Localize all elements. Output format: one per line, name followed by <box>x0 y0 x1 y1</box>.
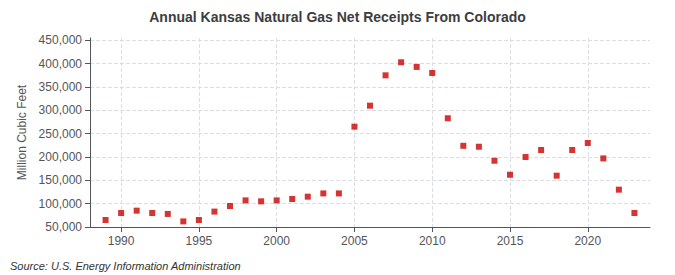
svg-text:450,000: 450,000 <box>39 33 83 47</box>
svg-text:2000: 2000 <box>263 234 290 248</box>
svg-text:100,000: 100,000 <box>39 197 83 211</box>
svg-text:150,000: 150,000 <box>39 173 83 187</box>
svg-text:2005: 2005 <box>341 234 368 248</box>
svg-text:Annual Kansas Natural Gas Net: Annual Kansas Natural Gas Net Receipts F… <box>149 9 526 25</box>
svg-text:Million Cubic Feet: Million Cubic Feet <box>15 84 29 180</box>
svg-text:50,000: 50,000 <box>45 220 82 234</box>
svg-text:250,000: 250,000 <box>39 127 83 141</box>
svg-text:300,000: 300,000 <box>39 103 83 117</box>
svg-text:400,000: 400,000 <box>39 57 83 71</box>
svg-text:2010: 2010 <box>419 234 446 248</box>
svg-text:2015: 2015 <box>497 234 524 248</box>
svg-text:1990: 1990 <box>108 234 135 248</box>
svg-text:Source: U.S. Energy Informatio: Source: U.S. Energy Information Administ… <box>10 260 241 272</box>
svg-text:1995: 1995 <box>186 234 213 248</box>
svg-text:200,000: 200,000 <box>39 150 83 164</box>
svg-text:2020: 2020 <box>574 234 601 248</box>
svg-text:350,000: 350,000 <box>39 80 83 94</box>
